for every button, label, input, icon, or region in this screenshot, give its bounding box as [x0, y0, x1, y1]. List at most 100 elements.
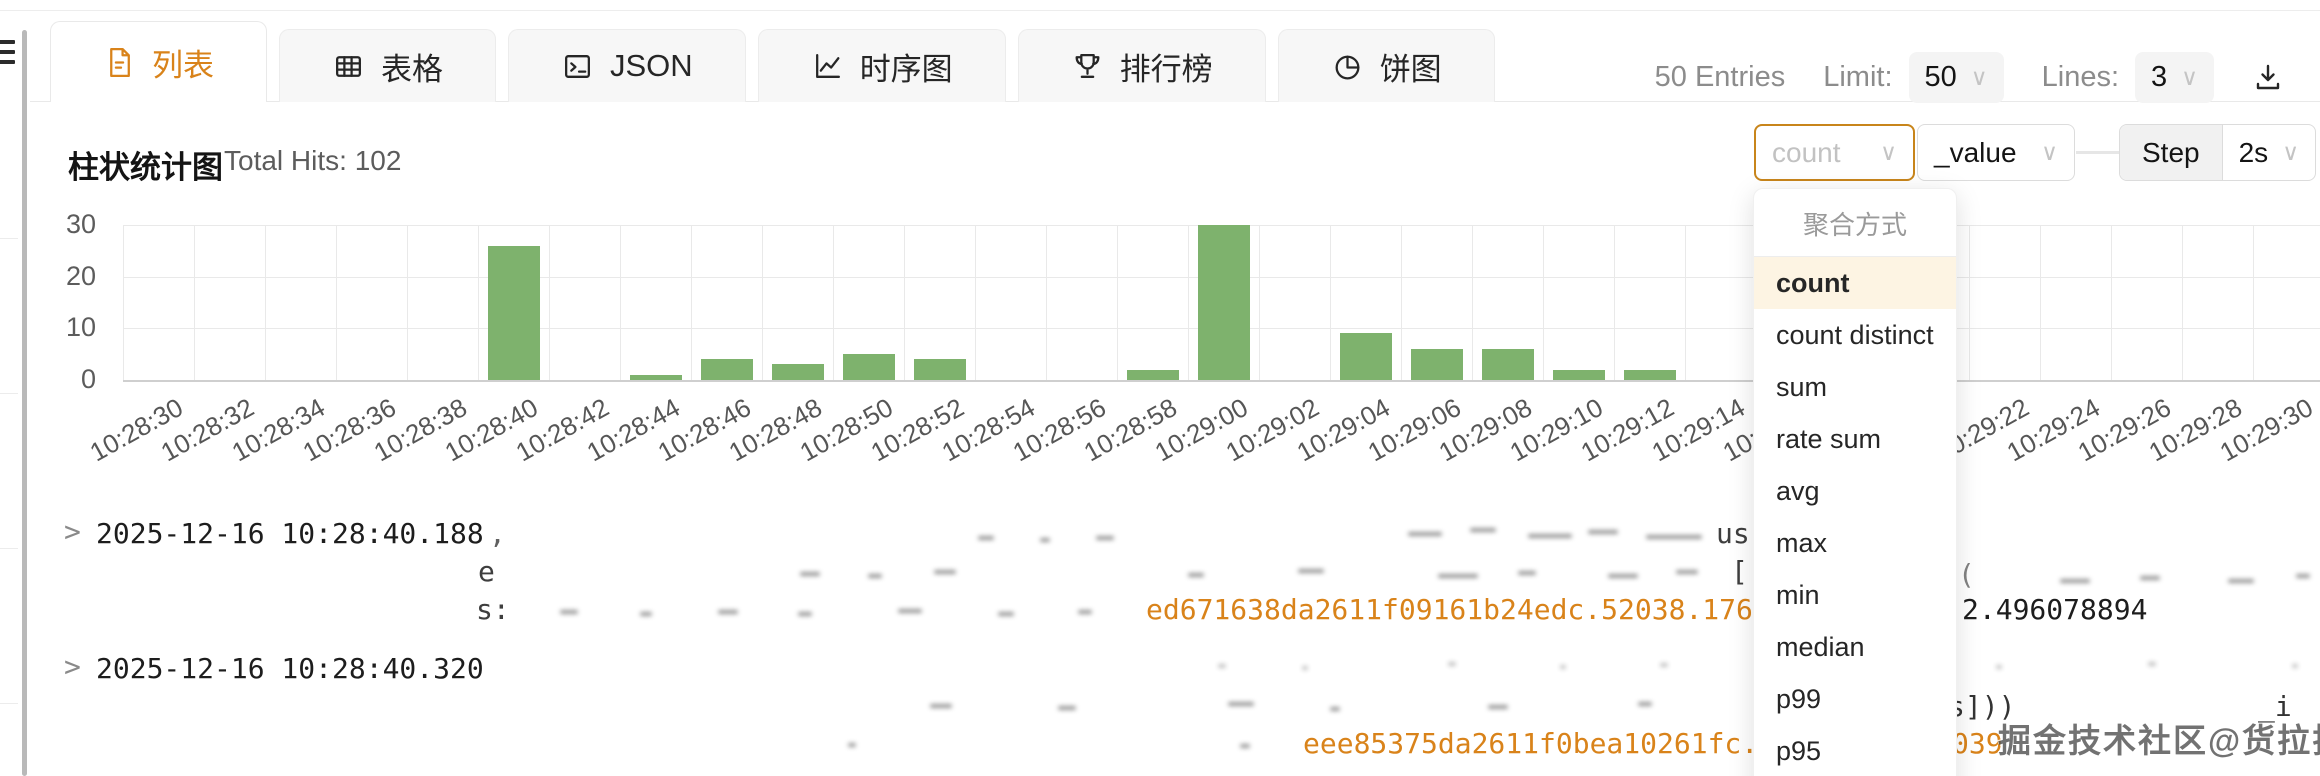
grid-line-x — [833, 225, 834, 380]
bar[interactable] — [1624, 370, 1676, 380]
tab-timeseries[interactable]: 时序图 — [757, 29, 1006, 102]
connector-line — [2076, 151, 2120, 154]
agg-option-sum[interactable]: sum — [1776, 371, 1828, 402]
agg-option-rate-sum[interactable]: rate sum — [1776, 423, 1882, 454]
agg-option-min[interactable]: min — [1776, 579, 1820, 610]
y-axis-tick-label: 0 — [80, 364, 96, 394]
bar[interactable] — [488, 246, 540, 380]
agg-option-p95[interactable]: p95 — [1776, 735, 1822, 766]
limit-label: Limit: — [1823, 60, 1893, 93]
redacted-text — [1646, 535, 1702, 539]
log-fragment: [ — [1731, 555, 1748, 588]
redacted-text — [1228, 702, 1254, 706]
pie-icon — [1331, 50, 1364, 83]
agg-option-median[interactable]: median — [1776, 631, 1865, 662]
redacted-text — [1518, 571, 1536, 575]
panel-resize-handle[interactable] — [22, 30, 27, 776]
top-divider — [0, 10, 2320, 11]
json-icon — [561, 50, 594, 83]
bar[interactable] — [843, 354, 895, 380]
log-fragment: ( — [1958, 558, 1975, 591]
grid-line-x — [975, 225, 976, 380]
bar[interactable] — [914, 359, 966, 380]
bar[interactable] — [630, 375, 682, 380]
lines-group: Lines: 3 ∨ — [2041, 51, 2214, 103]
bar[interactable] — [1553, 370, 1605, 380]
menu-icon[interactable] — [0, 40, 15, 70]
redacted-text — [2148, 662, 2156, 666]
redacted-text — [1676, 570, 1698, 574]
log-trace-id: ed671638da2611f09161b24edc.52038.176585 — [1146, 593, 1804, 626]
agg-option-max[interactable]: max — [1776, 527, 1828, 558]
log-value: 2.496078894 — [1962, 593, 2148, 626]
view-tab-bar: 列表 表格 JSON 时序图 排行榜 饼图 50 Entries Limit: 50 ∨ … — [30, 11, 2320, 103]
lines-label: Lines: — [2041, 60, 2120, 93]
download-icon[interactable] — [2252, 61, 2284, 93]
log-row-expander[interactable]: > — [64, 515, 81, 548]
agg-option-count-distinct[interactable]: count distinct — [1776, 319, 1934, 350]
grid-line-x — [549, 225, 550, 380]
log-row-expander[interactable]: > — [64, 650, 81, 683]
redacted-text — [1240, 744, 1250, 748]
tab-json[interactable]: JSON — [508, 29, 746, 102]
grid-line-x — [762, 225, 763, 380]
grid-line-x — [1330, 225, 1331, 380]
redacted-text — [1188, 573, 1204, 577]
redacted-text — [2292, 664, 2298, 668]
redacted-text — [1448, 662, 1456, 666]
dropdown-header: 聚合方式 — [1802, 210, 1907, 240]
grid-line-x — [123, 225, 124, 380]
grid-line-x — [407, 225, 408, 380]
field-select[interactable]: _value ∨ — [1917, 124, 2075, 181]
tab-table[interactable]: 表格 — [279, 29, 496, 102]
grid-line-x — [2111, 225, 2112, 380]
tab-label: 时序图 — [859, 51, 953, 87]
view-tabs: 列表 表格 JSON 时序图 排行榜 饼图 — [50, 21, 1495, 102]
redacted-text — [800, 572, 820, 576]
limit-group: Limit: 50 ∨ — [1823, 51, 2004, 103]
grid-line-x — [1188, 225, 1189, 380]
tab-label: 表格 — [381, 51, 443, 87]
tab-label: 列表 — [152, 47, 214, 83]
chart-title: 柱状统计图 — [68, 150, 223, 185]
tab-list[interactable]: 列表 — [50, 21, 267, 102]
redacted-text — [1058, 706, 1076, 710]
y-axis-tick-label: 10 — [65, 312, 96, 342]
rail-divider-line — [0, 393, 18, 394]
lines-select[interactable]: 3 ∨ — [2135, 51, 2214, 103]
redacted-text — [930, 704, 952, 708]
redacted-text — [718, 610, 738, 614]
ranking-icon — [1071, 50, 1104, 83]
step-select[interactable]: 2s ∨ — [2223, 125, 2315, 180]
chevron-down-icon: ∨ — [1880, 139, 1897, 165]
step-select-value: 2s — [2238, 136, 2269, 168]
grid-line-y — [123, 380, 2320, 382]
agg-option-avg[interactable]: avg — [1776, 475, 1820, 506]
bar[interactable] — [1411, 349, 1463, 380]
rail-divider-line — [0, 238, 18, 239]
redacted-text — [1298, 569, 1324, 573]
field-select-value: _value — [1934, 136, 2017, 168]
redacted-text — [1408, 532, 1442, 536]
redacted-text — [1996, 665, 2002, 669]
agg-option-count[interactable]: count — [1754, 257, 1956, 309]
bar[interactable] — [1198, 225, 1250, 380]
bar[interactable] — [772, 364, 824, 380]
grid-line-x — [691, 225, 692, 380]
redacted-text — [1040, 538, 1050, 542]
redacted-text — [1608, 574, 1638, 578]
tab-pie[interactable]: 饼图 — [1277, 29, 1495, 102]
grid-line-x — [1969, 225, 1970, 380]
redacted-text — [1438, 574, 1478, 578]
bar[interactable] — [1482, 349, 1534, 380]
bar[interactable] — [1127, 370, 1179, 380]
aggregation-select[interactable]: count ∨ — [1754, 124, 1915, 181]
bar[interactable] — [701, 359, 753, 380]
agg-option-p99[interactable]: p99 — [1776, 683, 1822, 714]
bar[interactable] — [1340, 333, 1392, 380]
tab-ranking[interactable]: 排行榜 — [1017, 29, 1266, 102]
limit-select[interactable]: 50 ∨ — [1908, 51, 2004, 103]
redacted-text — [1660, 663, 1668, 667]
